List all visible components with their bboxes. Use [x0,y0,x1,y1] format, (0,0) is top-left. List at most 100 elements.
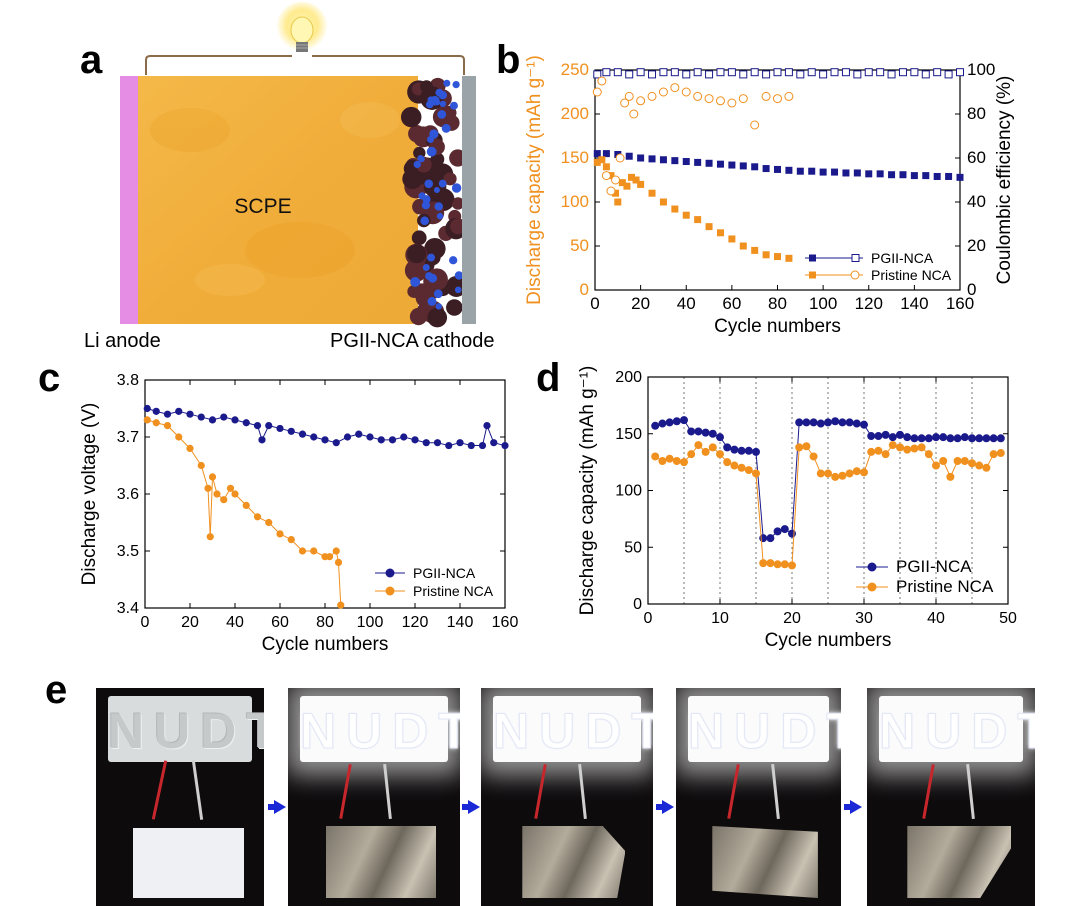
data-point [842,169,850,177]
data-point [945,172,953,180]
binder-particle [421,201,431,210]
data-point [917,443,926,452]
data-point [860,468,868,477]
data-point [881,450,890,459]
nudt-sign-off: NUDT [108,696,264,762]
data-point [601,171,611,181]
data-point [831,472,840,481]
y2-tick-label: 80 [967,104,986,123]
data-point [629,109,639,119]
data-point [651,421,660,430]
data-point [694,427,703,436]
data-point [887,70,896,79]
data-point [944,70,953,79]
pouch-cell-cut [907,826,1012,898]
arrow-icon [844,800,862,814]
data-point [377,436,385,444]
data-point [613,68,622,77]
binder-particle [454,286,462,294]
y-axis-label: Discharge capacity (mAh g⁻¹) [577,366,598,616]
data-point [501,441,509,450]
x-tick-label: 160 [946,294,974,313]
x-axis-label: Cycle numbers [765,630,892,651]
x-tick-label: 0 [141,614,150,631]
data-point [762,70,771,79]
data-point [727,68,736,77]
legend-label: PGII-NCA [896,557,972,576]
data-point [796,70,805,79]
nudt-sign-lit: NUDT [493,696,653,762]
cathode-particle [404,258,428,282]
y-axis-label: Discharge capacity (mAh g⁻¹) [524,55,545,305]
data-point [213,490,221,498]
data-point [956,173,964,181]
data-point [924,434,933,443]
data-point [620,98,630,108]
data-point [220,413,228,421]
data-point [867,447,876,456]
chart-b-cycling-capacity: 0 20 40 60 80 100 120 140 1600501001502002500204… [524,55,1015,337]
data-point [310,547,318,555]
binder-particle [422,264,430,272]
data-point [939,433,948,442]
pouch-cell [132,828,244,898]
cathode-particle-layer [400,77,467,328]
data-point [824,469,832,478]
data-point [759,559,768,568]
data-point [265,422,273,430]
data-point [816,419,825,428]
cathode-particle [411,230,427,246]
binder-particle [452,81,460,89]
data-point [910,434,919,443]
data-point [231,490,239,498]
data-point [802,418,811,427]
data-point [298,430,307,438]
data-point [773,94,782,104]
data-point [896,430,904,439]
data-point [774,165,781,173]
data-point [343,433,352,441]
data-point [874,432,883,441]
data-point [953,456,962,465]
data-point [867,432,876,441]
data-point [830,68,839,77]
data-point [705,159,713,167]
data-point [716,160,724,168]
x-tick-label: 140 [447,614,474,631]
data-point [681,87,691,97]
data-point [922,172,930,180]
binder-particle [413,160,421,169]
binder-particle [427,253,436,262]
legend-marker [385,586,395,596]
data-point [785,254,793,262]
data-point [665,454,674,463]
x-tick-label: 40 [677,294,696,313]
data-point [762,251,770,259]
data-point [671,205,679,213]
binder-particle [449,256,458,265]
data-point [795,418,804,427]
data-point [648,155,656,163]
chart-b-group: 0 20 40 60 80 100 120 140 1600501001502002500204… [524,55,1015,337]
binder-particle [433,289,443,299]
data-point [824,418,832,427]
data-point [730,445,739,454]
series-line [147,419,342,606]
binder-particle [454,271,464,280]
data-point [737,446,746,455]
binder-particle [418,155,425,163]
data-point [845,418,854,427]
data-point [704,94,714,104]
data-point [831,417,840,426]
panel-letter-c: c [38,356,61,400]
data-point [701,428,710,437]
cathode-particle [446,299,463,316]
binder-particle [422,195,431,204]
data-point [780,560,789,569]
data-point [739,162,747,170]
data-point [597,76,607,86]
data-point [325,553,334,561]
data-point [960,456,969,465]
data-point [831,168,839,176]
data-point [163,422,172,430]
